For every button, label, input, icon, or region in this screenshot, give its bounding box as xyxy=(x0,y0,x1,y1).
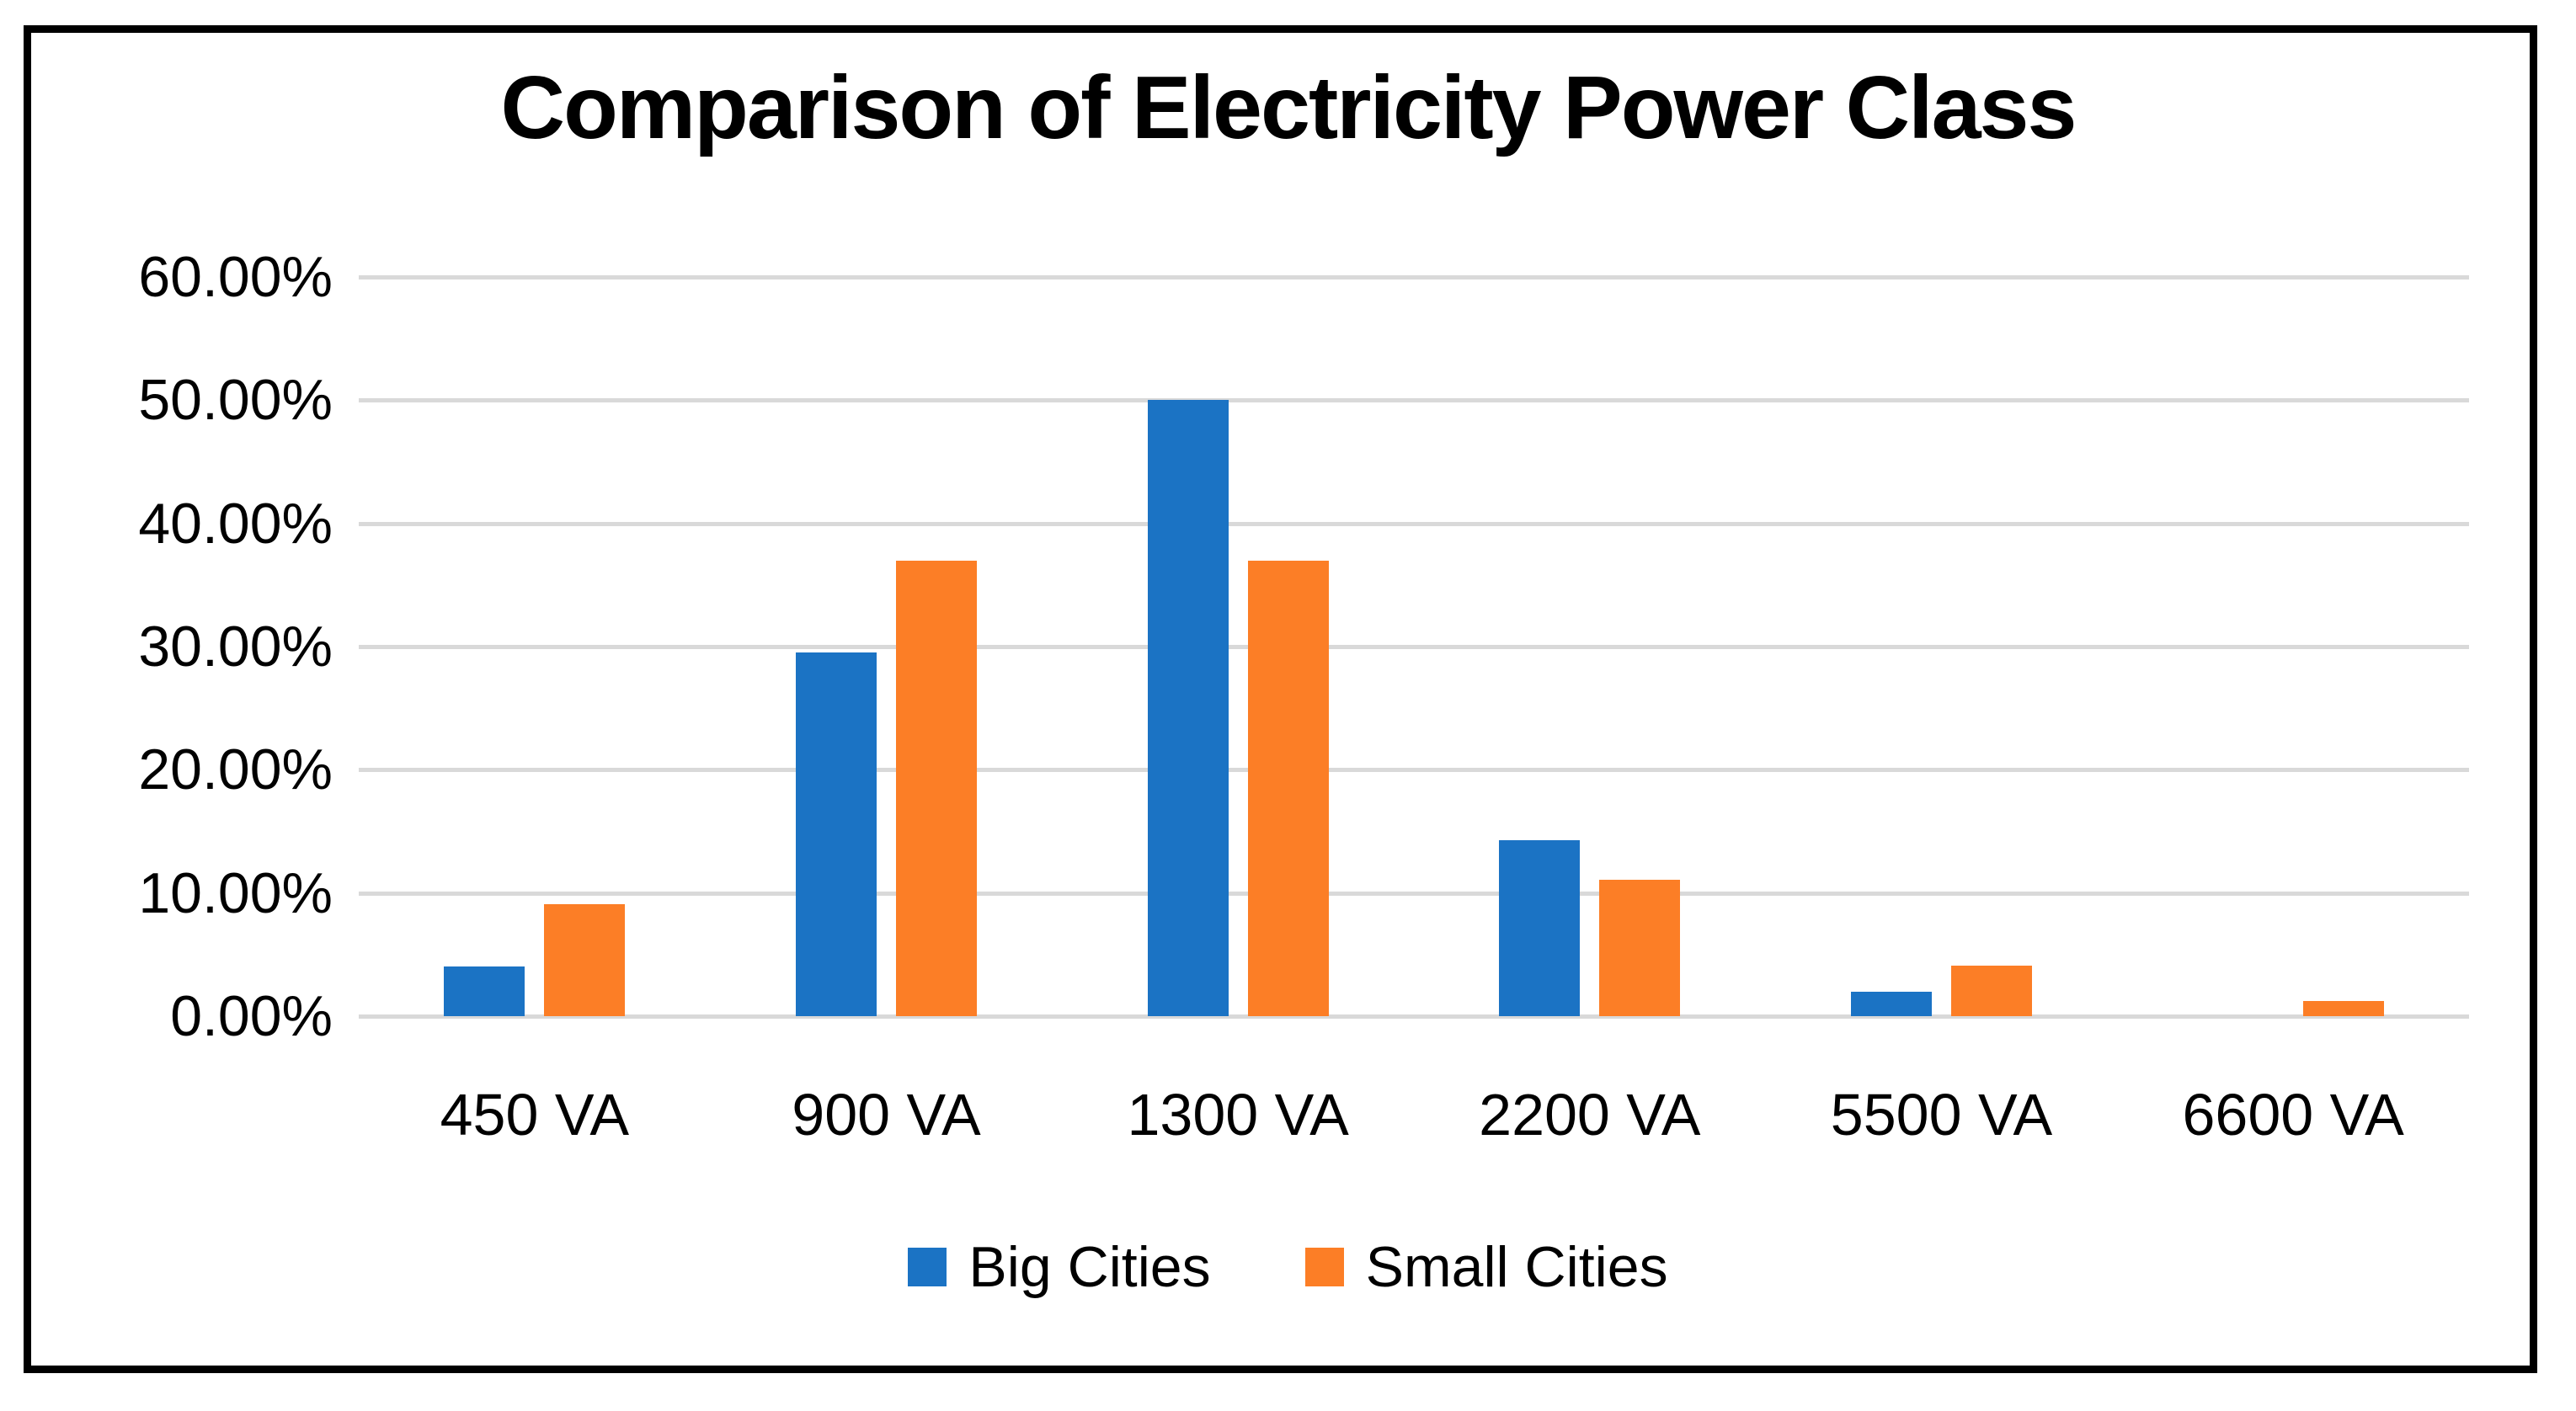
gridline xyxy=(359,1014,2469,1019)
gridline xyxy=(359,521,2469,526)
gridline xyxy=(359,275,2469,280)
bar-group-2200-va: 2200 VA xyxy=(1414,277,1766,1147)
bar-big-cities xyxy=(795,652,877,1016)
bar-group-450-va: 450 VA xyxy=(359,277,711,1147)
x-axis-category-label: 450 VA xyxy=(440,1082,630,1147)
plot-area: 450 VA 900 VA 1300 VA 2200 VA 5500 VA 6600 VA xyxy=(359,275,2469,1147)
y-axis-tick-label: 50.00% xyxy=(138,368,333,433)
bar-group-6600-va: 6600 VA xyxy=(2117,277,2469,1147)
bar-big-cities xyxy=(1850,991,1932,1016)
bar-small-cities xyxy=(544,903,626,1016)
bar-group-5500-va: 5500 VA xyxy=(1766,277,2118,1147)
bar-big-cities xyxy=(444,966,525,1016)
bar-big-cities xyxy=(1147,400,1229,1016)
legend-item-big-cities: Big Cities xyxy=(908,1234,1211,1300)
bar-small-cities xyxy=(1950,966,2032,1016)
y-axis-tick-label: 40.00% xyxy=(138,491,333,556)
x-axis-category-label: 5500 VA xyxy=(1830,1082,2053,1147)
legend-swatch-icon xyxy=(1304,1248,1344,1286)
gridline xyxy=(359,398,2469,403)
bar-big-cities xyxy=(1499,839,1581,1016)
gridline xyxy=(359,891,2469,896)
y-axis-tick-label: 0.00% xyxy=(170,984,333,1048)
y-axis: 60.00% 50.00% 40.00% 30.00% 20.00% 10.00% 0.00… xyxy=(42,0,333,1411)
legend-swatch-icon xyxy=(908,1248,947,1286)
bar-group-1300-va: 1300 VA xyxy=(1062,277,1414,1147)
x-axis-category-label: 6600 VA xyxy=(2182,1082,2404,1147)
bar-small-cities xyxy=(895,560,977,1016)
bar-group-900-va: 900 VA xyxy=(711,277,1063,1147)
bar-small-cities xyxy=(2302,1001,2384,1016)
legend-item-small-cities: Small Cities xyxy=(1304,1234,1668,1300)
y-axis-tick-label: 60.00% xyxy=(138,245,333,309)
legend-label: Small Cities xyxy=(1365,1235,1668,1299)
x-axis-category-label: 900 VA xyxy=(792,1082,981,1147)
bar-small-cities xyxy=(1247,560,1329,1016)
gridline xyxy=(359,645,2469,649)
legend-label: Big Cities xyxy=(968,1235,1211,1299)
x-axis-category-label: 1300 VA xyxy=(1127,1082,1349,1147)
y-axis-tick-label: 10.00% xyxy=(138,860,333,925)
bar-small-cities xyxy=(1599,879,1681,1016)
gridline xyxy=(359,768,2469,773)
legend: Big Cities Small Cities xyxy=(0,1234,2576,1300)
y-axis-tick-label: 30.00% xyxy=(138,615,333,679)
y-axis-tick-label: 20.00% xyxy=(138,737,333,802)
x-axis-category-label: 2200 VA xyxy=(1479,1082,1701,1147)
chart-title: Comparison of Electricity Power Class xyxy=(500,58,2077,157)
